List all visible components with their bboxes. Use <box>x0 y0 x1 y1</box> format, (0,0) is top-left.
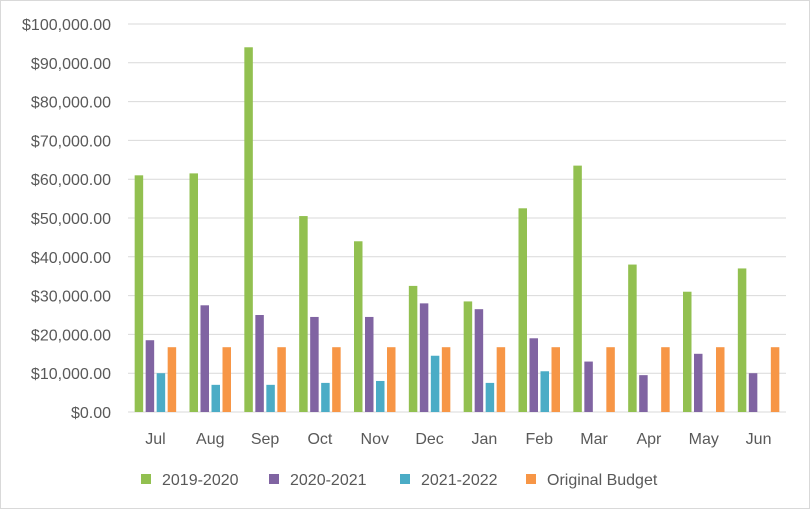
legend-label: 2020-2021 <box>290 472 367 489</box>
legend-swatch <box>526 474 536 484</box>
x-tick-label: Dec <box>415 431 443 448</box>
bar-2020-2021 <box>584 361 593 412</box>
y-tick-label: $40,000.00 <box>31 250 111 267</box>
legend-swatch <box>269 474 279 484</box>
bar-2019-2020 <box>518 208 527 412</box>
bar-2021-2022 <box>211 384 220 412</box>
bar-original-budget <box>551 347 560 412</box>
bar-original-budget <box>661 347 670 412</box>
bar-2019-2020 <box>408 285 418 412</box>
bar-2019-2020 <box>134 175 144 412</box>
bar-2019-2020 <box>573 165 582 412</box>
bar-2020-2021 <box>474 309 484 412</box>
x-tick-label: Mar <box>580 431 608 448</box>
bar-2021-2022 <box>485 382 495 412</box>
y-tick-label: $0.00 <box>71 405 111 422</box>
bar-2020-2021 <box>145 340 155 412</box>
bar-original-budget <box>770 347 780 412</box>
bar-2020-2021 <box>255 315 264 412</box>
bar-2019-2020 <box>463 301 473 412</box>
bar-2020-2021 <box>529 338 538 412</box>
legend-label: Original Budget <box>547 472 658 489</box>
bar-2020-2021 <box>419 303 429 412</box>
bar-2019-2020 <box>628 264 637 412</box>
x-tick-label: Jul <box>145 431 165 448</box>
y-tick-label: $100,000.00 <box>22 17 111 34</box>
bar-2020-2021 <box>748 373 758 412</box>
x-tick-label: Sep <box>251 431 280 448</box>
bar-original-budget <box>496 347 506 412</box>
x-tick-label: May <box>689 431 719 448</box>
x-tick-label: Oct <box>307 431 332 448</box>
x-tick-label: Aug <box>196 431 224 448</box>
legend-label: 2021-2022 <box>421 472 498 489</box>
bar-2021-2022 <box>156 373 166 412</box>
y-tick-label: $80,000.00 <box>31 95 111 112</box>
x-tick-label: Nov <box>361 431 389 448</box>
legend-swatch <box>400 474 410 484</box>
bar-2021-2022 <box>430 355 440 412</box>
bar-2021-2022 <box>321 382 330 412</box>
x-tick-label: Jun <box>746 431 772 448</box>
bar-original-budget <box>167 347 177 412</box>
bar-2020-2021 <box>365 316 374 412</box>
x-tick-label: Feb <box>525 431 553 448</box>
legend-swatch <box>141 474 151 484</box>
y-tick-label: $20,000.00 <box>31 327 111 344</box>
bar-2019-2020 <box>737 268 747 412</box>
x-tick-label: Apr <box>636 431 662 448</box>
bar-2019-2020 <box>683 291 692 412</box>
y-tick-label: $30,000.00 <box>31 289 111 306</box>
bar-2019-2020 <box>244 47 253 412</box>
bar-original-budget <box>716 347 725 412</box>
bar-2021-2022 <box>376 380 385 412</box>
bar-2019-2020 <box>299 216 308 412</box>
bar-original-budget <box>606 347 615 412</box>
bar-2019-2020 <box>189 173 198 412</box>
bar-2020-2021 <box>639 375 648 412</box>
x-tick-label: Jan <box>472 431 498 448</box>
y-tick-label: $10,000.00 <box>31 366 111 383</box>
y-tick-label: $70,000.00 <box>31 133 111 150</box>
bar-original-budget <box>441 347 451 412</box>
bar-2019-2020 <box>354 241 363 412</box>
bar-original-budget <box>277 347 286 412</box>
bar-original-budget <box>332 347 341 412</box>
y-tick-label: $50,000.00 <box>31 211 111 228</box>
bar-original-budget <box>387 347 396 412</box>
y-tick-label: $60,000.00 <box>31 172 111 189</box>
legend-label: 2019-2020 <box>162 472 239 489</box>
bar-2020-2021 <box>310 316 319 412</box>
bar-2020-2021 <box>694 353 703 412</box>
bar-2020-2021 <box>200 305 209 412</box>
bar-original-budget <box>222 347 231 412</box>
bar-2021-2022 <box>540 371 549 412</box>
bar-2021-2022 <box>266 384 275 412</box>
y-tick-label: $90,000.00 <box>31 56 111 73</box>
